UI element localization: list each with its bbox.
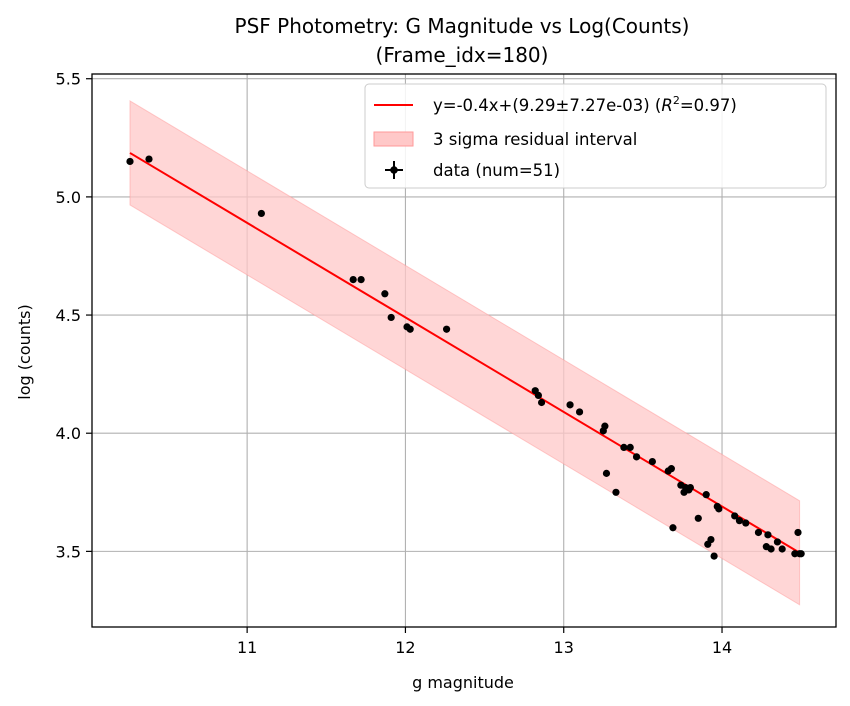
data-point [387, 313, 395, 322]
data-point [702, 491, 710, 499]
data-point [534, 391, 543, 400]
data-point [626, 443, 634, 451]
data-point [715, 505, 723, 513]
data-point [575, 408, 584, 416]
data-point [694, 514, 702, 522]
data-point [710, 552, 718, 560]
data-point [632, 453, 641, 461]
y-tick-label: 3.5 [56, 542, 81, 561]
data-point [735, 517, 744, 525]
data-point [648, 457, 656, 466]
legend-label-fit: y=-0.4x+(9.29±7.27e-03) (R2=0.97) [433, 94, 737, 115]
data-point [667, 465, 675, 473]
data-point [742, 519, 750, 527]
chart-title: PSF Photometry: G Magnitude vs Log(Count… [235, 14, 690, 38]
data-point [601, 422, 609, 430]
chart-subtitle: (Frame_idx=180) [376, 43, 549, 67]
data-point [381, 290, 389, 298]
data-point [794, 528, 802, 537]
data-point [537, 398, 546, 407]
y-tick-label: 4.0 [56, 424, 81, 443]
data-point [754, 528, 763, 537]
data-point [566, 401, 574, 409]
ticks: 11 12 13 14 3.5 4.0 4.5 5.0 5.5 [56, 70, 733, 657]
legend-marker-swatch [390, 166, 398, 174]
data-point [349, 276, 357, 284]
data-point [797, 550, 805, 558]
data-point [602, 469, 611, 477]
data-point [707, 535, 715, 544]
y-tick-label: 4.5 [56, 306, 81, 325]
data-point [406, 325, 414, 333]
data-point [767, 545, 775, 553]
data-points [126, 155, 805, 560]
data-point [257, 209, 265, 218]
y-tick-label: 5.5 [56, 70, 81, 89]
x-tick-label: 14 [712, 638, 732, 657]
plot-frame [91, 73, 837, 628]
data-point [126, 157, 134, 166]
legend-box [364, 83, 827, 189]
legend: y=-0.4x+(9.29±7.27e-03) (R2=0.97) 3 sigma… [364, 83, 827, 189]
data-point [620, 443, 628, 451]
x-axis-label: g magnitude [412, 673, 514, 692]
data-point [773, 538, 782, 546]
fit-line [129, 152, 801, 554]
x-tick-label: 13 [554, 638, 574, 657]
data-point [686, 483, 694, 492]
y-tick-label: 5.0 [56, 188, 81, 207]
data-point [357, 276, 365, 284]
data-point [731, 512, 739, 520]
x-tick-label: 11 [237, 638, 257, 657]
x-tick-label: 12 [395, 638, 415, 657]
data-point [764, 531, 772, 539]
legend-band-swatch [373, 131, 414, 147]
data-point [145, 155, 153, 163]
legend-label-data: data (num=51) [433, 161, 560, 180]
data-point [669, 524, 677, 532]
data-point [778, 545, 786, 553]
data-point [612, 488, 620, 496]
legend-label-band: 3 sigma residual interval [433, 130, 637, 149]
data-point [442, 325, 451, 333]
y-axis-label: log (counts) [15, 304, 34, 399]
